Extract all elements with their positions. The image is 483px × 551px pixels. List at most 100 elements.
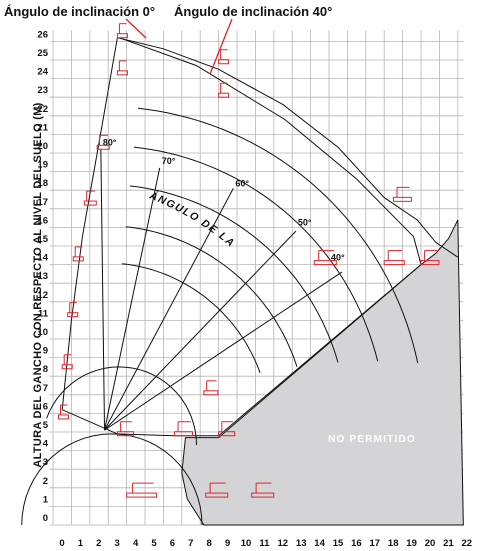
platform-basket (205, 492, 229, 498)
y-tick-label: 2 (43, 476, 48, 487)
platform-marker (58, 404, 70, 420)
x-tick-label: 1 (78, 538, 84, 549)
platform-marker (392, 186, 412, 202)
x-tick-label: 10 (241, 538, 252, 549)
forbidden-zone (181, 219, 464, 526)
x-tick-label: 15 (333, 538, 344, 549)
platform-positions (58, 23, 440, 498)
y-axis-label: ALTURA DEL GANCHO CON RESPECTO AL NIVEL … (32, 102, 44, 467)
platform-basket (96, 144, 110, 150)
platform-basket (173, 431, 193, 437)
boom-angle-line (100, 149, 106, 431)
x-tick-label: 9 (225, 538, 230, 549)
y-axis-ticks: 0123456789101112131415161718192021222324… (37, 29, 48, 524)
angle-label: 60° (235, 178, 249, 188)
tilt-0-title: Ángulo de inclinación 0° (4, 4, 155, 19)
x-tick-label: 13 (296, 538, 307, 549)
base-arc (21, 433, 203, 526)
y-tick-label: 3 (43, 457, 48, 468)
reach-arc (121, 263, 261, 374)
platform-basket (61, 364, 73, 370)
platform-marker (218, 82, 230, 98)
platform-basket (116, 431, 134, 437)
x-tick-label: 7 (188, 538, 193, 549)
angle-label: 70° (162, 156, 176, 166)
boom-angle-line (104, 230, 297, 431)
tilt-40-pointer (209, 18, 233, 75)
platform-marker (126, 482, 158, 498)
x-tick-label: 22 (462, 538, 473, 549)
reach-arc (133, 146, 379, 362)
y-tick-label: 22 (37, 104, 48, 115)
y-tick-label: 18 (37, 178, 48, 189)
platform-basket (218, 92, 230, 98)
y-tick-label: 21 (37, 122, 48, 133)
y-tick-label: 7 (43, 383, 48, 394)
platform-marker (251, 482, 275, 498)
platform-marker (67, 302, 79, 318)
platform-basket (383, 260, 405, 266)
y-tick-label: 14 (37, 253, 48, 264)
platform-marker (313, 250, 337, 266)
y-tick-label: 13 (37, 271, 48, 282)
platform-marker (72, 246, 84, 262)
y-tick-label: 24 (37, 67, 48, 78)
angle-label: 40° (331, 253, 345, 263)
platform-basket (116, 70, 128, 76)
outer-envelope (117, 37, 459, 258)
platform-marker (116, 23, 128, 39)
x-tick-label: 19 (406, 538, 417, 549)
platform-basket (251, 492, 275, 498)
platform-marker (116, 60, 128, 76)
platform-marker (383, 250, 405, 266)
boom-angle-line (104, 271, 343, 431)
y-tick-label: 20 (37, 141, 48, 152)
platform-marker (61, 354, 73, 370)
inner-arc (46, 366, 197, 446)
y-tick-label: 26 (37, 29, 48, 40)
platform-basket (58, 414, 70, 420)
platform-basket (203, 390, 219, 396)
y-tick-label: 4 (43, 439, 49, 450)
platform-marker (205, 482, 229, 498)
x-tick-label: 3 (115, 538, 120, 549)
x-axis-ticks: 0 1 2 3 4 5 6 7 8 9 10 11 12 13 14 15 16 17 18 19 20 21 22 (59, 538, 472, 549)
platform-marker (218, 421, 236, 437)
reach-arc (125, 226, 298, 368)
reach-arc (137, 107, 419, 364)
x-tick-label: 17 (370, 538, 381, 549)
x-tick-label: 2 (96, 538, 101, 549)
y-tick-label: 6 (43, 401, 48, 412)
y-tick-label: 0 (43, 513, 48, 524)
x-tick-label: 11 (259, 538, 270, 549)
platform-marker (173, 421, 193, 437)
platform-basket (218, 431, 236, 437)
y-tick-label: 19 (37, 160, 48, 171)
platform-marker (116, 421, 134, 437)
y-tick-label: 1 (43, 494, 49, 505)
envelope-arc (119, 37, 422, 265)
platform-marker (218, 49, 230, 65)
x-tick-label: 18 (388, 538, 399, 549)
reach-envelope (21, 37, 459, 526)
platform-basket (83, 200, 97, 206)
tilt-0-pointer (125, 18, 147, 39)
y-tick-label: 12 (37, 290, 48, 301)
y-tick-label: 9 (43, 346, 48, 357)
platform-marker (83, 190, 97, 206)
platform-basket (392, 196, 412, 202)
platform-marker (420, 250, 440, 266)
y-tick-label: 10 (37, 327, 48, 338)
left-envelope (61, 37, 118, 410)
y-tick-label: 11 (38, 308, 49, 319)
x-tick-label: 8 (207, 538, 212, 549)
x-tick-label: 6 (170, 538, 175, 549)
platform-basket (72, 256, 84, 262)
platform-basket (420, 260, 440, 266)
x-tick-label: 14 (314, 538, 325, 549)
platform-basket (218, 59, 230, 65)
x-tick-label: 16 (351, 538, 362, 549)
y-tick-label: 23 (37, 85, 48, 96)
y-tick-label: 15 (37, 234, 48, 245)
